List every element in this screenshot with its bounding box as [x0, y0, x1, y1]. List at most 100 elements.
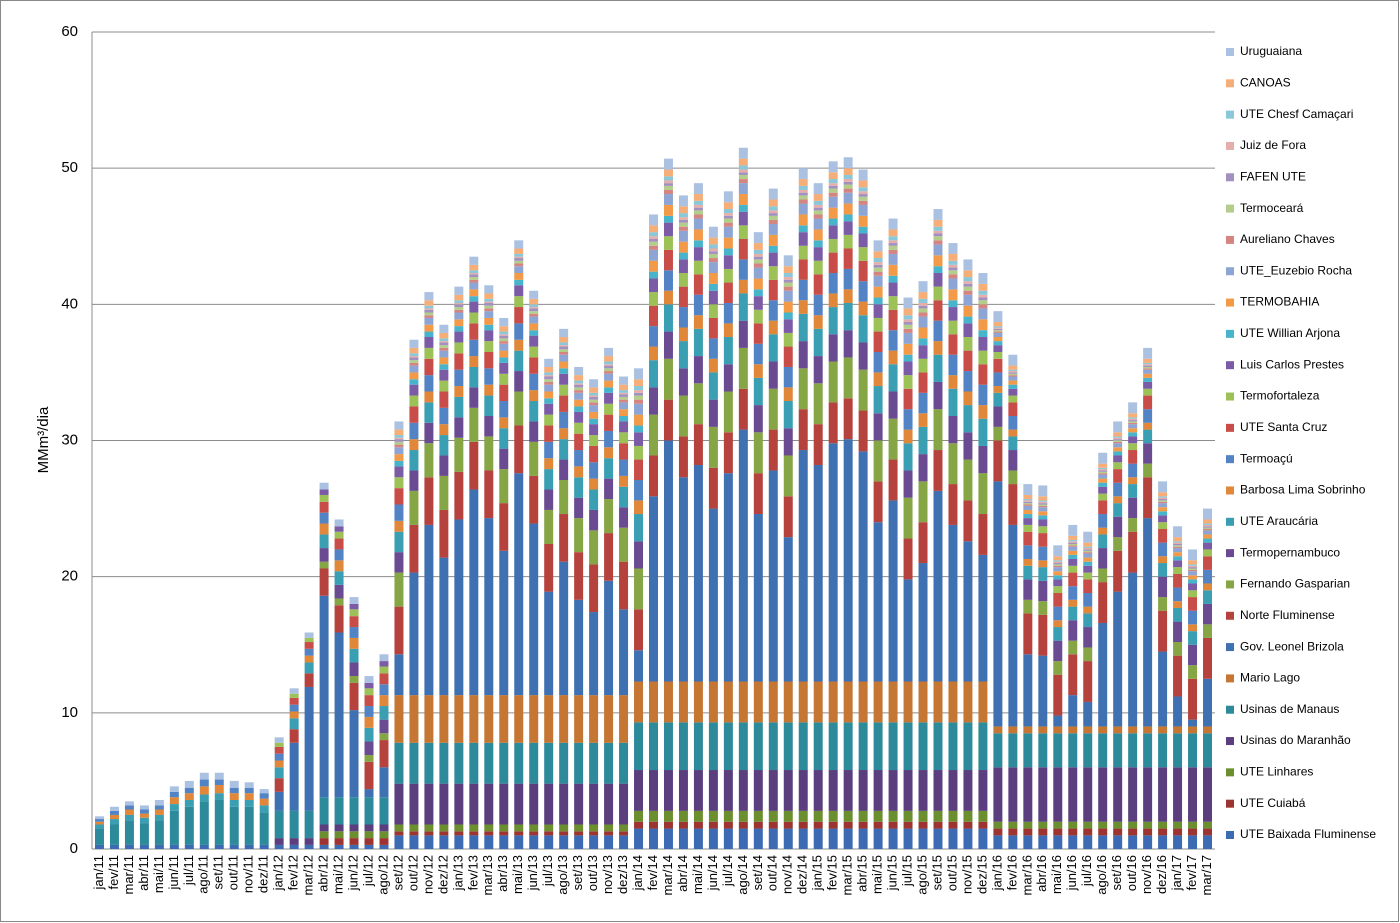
- bar-segment: [828, 185, 838, 189]
- bar-segment: [1023, 518, 1033, 525]
- bar-segment: [933, 273, 943, 287]
- bar-segment: [918, 372, 928, 393]
- x-tick-label: jun/11: [166, 855, 181, 890]
- bar-segment: [1128, 417, 1138, 419]
- bar-segment: [1083, 531, 1093, 543]
- bar-segment: [828, 681, 838, 723]
- bar-segment: [394, 552, 404, 573]
- bar-segment: [499, 503, 509, 551]
- bar-segment: [589, 695, 599, 743]
- bar-segment: [693, 383, 703, 425]
- bar-segment: [1143, 518, 1153, 727]
- bar-segment: [544, 384, 554, 392]
- bar-segment: [604, 499, 614, 534]
- legend-swatch: [1226, 423, 1234, 432]
- bar-segment: [1143, 362, 1153, 365]
- bar-segment: [394, 695, 404, 743]
- bar-segment: [439, 407, 449, 425]
- bar-segment: [364, 761, 374, 790]
- bar-segment: [738, 183, 748, 195]
- bar-segment: [828, 307, 838, 335]
- bar-segment: [394, 504, 404, 521]
- legend-swatch: [1226, 768, 1234, 777]
- bar-segment: [693, 229, 703, 241]
- bar-segment: [214, 779, 224, 786]
- bar-segment: [663, 270, 673, 291]
- bar-segment: [888, 229, 898, 237]
- bar-segment: [768, 252, 778, 267]
- bar-segment: [409, 406, 419, 423]
- bar-segment: [843, 810, 853, 822]
- bar-segment: [634, 514, 644, 542]
- y-tick-label: 20: [61, 568, 78, 585]
- bar-segment: [604, 580, 614, 696]
- bar-segment: [529, 311, 539, 314]
- bar-segment: [858, 233, 868, 248]
- bar-segment: [574, 366, 584, 376]
- y-tick-label: 0: [70, 840, 78, 857]
- bar-segment: [1083, 701, 1093, 727]
- bar-segment: [454, 309, 464, 313]
- bar-segment: [978, 300, 988, 305]
- bar-segment: [1068, 535, 1078, 540]
- bar-segment: [753, 243, 763, 250]
- bar-segment: [499, 417, 509, 429]
- bar-segment: [1203, 767, 1213, 822]
- bar-segment: [1188, 624, 1198, 632]
- bar-segment: [903, 497, 913, 539]
- legend-label: Juiz de Fora: [1240, 138, 1306, 152]
- bar-segment: [589, 396, 599, 400]
- bar-segment: [843, 330, 853, 358]
- bar-segment: [319, 489, 329, 495]
- bar-segment: [783, 828, 793, 849]
- bar-segment: [1023, 733, 1033, 768]
- bar-segment: [1068, 695, 1078, 727]
- bar-segment: [454, 353, 464, 370]
- bar-segment: [229, 793, 239, 800]
- x-tick-label: mai/14: [690, 855, 705, 894]
- bar-segment: [259, 793, 269, 799]
- bar-segment: [1188, 583, 1198, 591]
- bar-segment: [484, 293, 494, 299]
- bar-segment: [678, 226, 688, 231]
- bar-segment: [1008, 835, 1018, 849]
- bar-segment: [783, 387, 793, 402]
- bar-segment: [1083, 627, 1093, 648]
- bar-segment: [544, 441, 554, 459]
- bar-segment: [409, 490, 419, 525]
- bar-segment: [499, 373, 509, 385]
- bar-segment: [1083, 549, 1093, 551]
- bar-segment: [798, 313, 808, 342]
- bar-segment: [738, 238, 748, 260]
- bar-segment: [1173, 726, 1183, 734]
- bar-segment: [978, 304, 988, 309]
- bar-segment: [993, 328, 1003, 331]
- bar-segment: [1008, 726, 1018, 734]
- x-tick-label: dez/12: [435, 855, 450, 894]
- bar-segment: [768, 266, 778, 280]
- bar-segment: [1038, 614, 1048, 656]
- bar-segment: [918, 316, 928, 328]
- bar-segment: [858, 315, 868, 343]
- bar-segment: [873, 304, 883, 318]
- bar-segment: [753, 405, 763, 433]
- bar-segment: [1098, 474, 1108, 479]
- bar-segment: [798, 189, 808, 193]
- bar-segment: [499, 331, 509, 335]
- bar-segment: [424, 831, 434, 836]
- legend-swatch: [1226, 517, 1234, 526]
- bar-segment: [663, 194, 673, 205]
- bar-segment: [1083, 561, 1093, 566]
- bar-segment: [1008, 371, 1018, 373]
- bar-segment: [1023, 499, 1033, 501]
- x-tick-label: fev/15: [825, 855, 840, 890]
- bar-segment: [424, 331, 434, 338]
- bar-segment: [319, 482, 329, 490]
- bar-segment: [1053, 627, 1063, 641]
- bar-segment: [409, 695, 419, 743]
- bar-segment: [514, 307, 524, 324]
- bar-segment: [1038, 601, 1048, 615]
- bar-segment: [349, 838, 359, 845]
- bar-segment: [1203, 637, 1213, 679]
- bar-segment: [1083, 548, 1093, 550]
